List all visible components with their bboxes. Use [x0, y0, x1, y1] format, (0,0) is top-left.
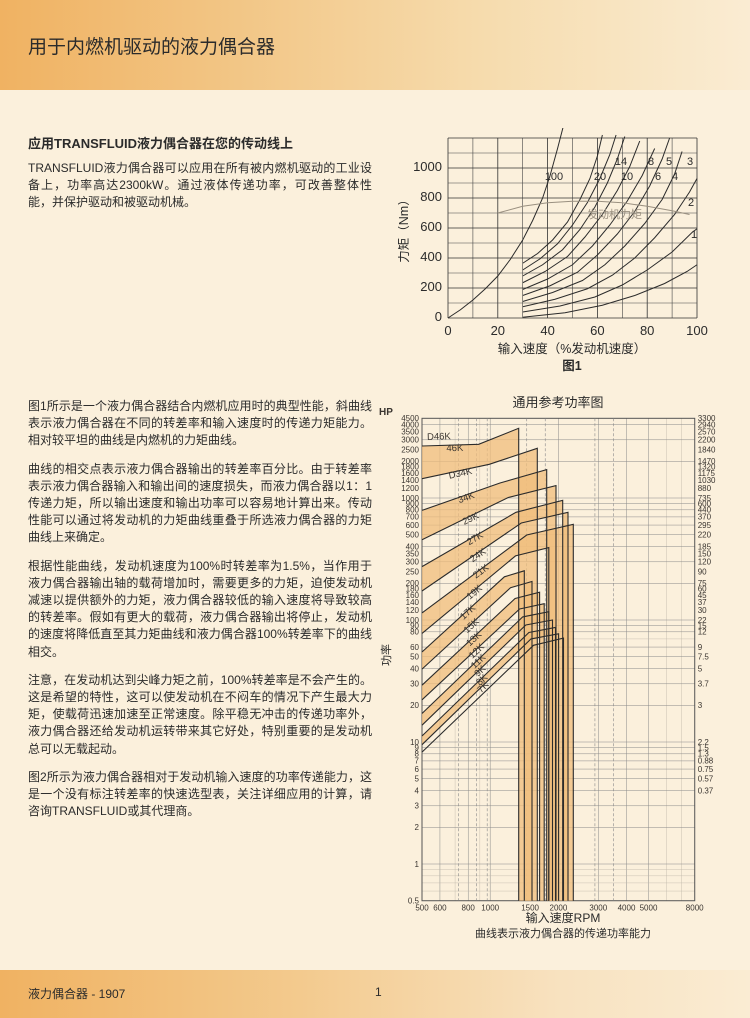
svg-text:4: 4	[672, 171, 678, 183]
svg-text:0.57: 0.57	[698, 775, 714, 784]
svg-text:8: 8	[648, 156, 654, 168]
svg-text:0: 0	[435, 309, 442, 324]
svg-text:600: 600	[433, 904, 447, 913]
svg-text:0: 0	[444, 323, 451, 338]
svg-text:2200: 2200	[698, 436, 716, 445]
svg-text:1200: 1200	[401, 484, 419, 493]
svg-text:12: 12	[698, 628, 707, 637]
svg-text:40: 40	[410, 664, 419, 673]
svg-text:20: 20	[491, 323, 505, 338]
svg-text:D46K: D46K	[427, 431, 452, 443]
svg-text:HP: HP	[379, 407, 393, 418]
svg-text:3: 3	[415, 802, 420, 811]
svg-text:60: 60	[410, 643, 419, 652]
svg-text:500: 500	[415, 904, 429, 913]
svg-text:8000: 8000	[686, 904, 704, 913]
svg-text:295: 295	[698, 521, 712, 530]
svg-text:800: 800	[462, 904, 476, 913]
svg-text:2: 2	[688, 197, 694, 209]
svg-text:通用参考功率图: 通用参考功率图	[512, 395, 603, 410]
svg-text:14: 14	[615, 156, 627, 168]
svg-text:120: 120	[406, 606, 420, 615]
svg-text:发动机力矩: 发动机力矩	[587, 207, 642, 221]
svg-text:200: 200	[420, 279, 442, 294]
svg-text:3: 3	[698, 701, 703, 710]
svg-text:30: 30	[410, 680, 419, 689]
svg-text:力矩（Nm）: 力矩（Nm）	[398, 193, 411, 262]
svg-text:220: 220	[698, 531, 712, 540]
svg-text:40: 40	[540, 323, 554, 338]
svg-text:1000: 1000	[481, 904, 499, 913]
svg-text:3: 3	[687, 156, 693, 168]
svg-text:600: 600	[420, 219, 442, 234]
svg-text:20: 20	[594, 171, 606, 183]
svg-text:1: 1	[415, 860, 420, 869]
svg-text:80: 80	[640, 323, 654, 338]
svg-text:2: 2	[415, 823, 420, 832]
svg-text:4000: 4000	[618, 904, 636, 913]
svg-text:7.5: 7.5	[698, 653, 710, 662]
svg-text:3000: 3000	[401, 436, 419, 445]
svg-text:80: 80	[410, 628, 419, 637]
svg-text:90: 90	[698, 567, 707, 576]
svg-text:9: 9	[698, 643, 703, 652]
svg-text:0.37: 0.37	[698, 786, 714, 795]
svg-text:6: 6	[655, 171, 661, 183]
svg-text:5: 5	[698, 664, 703, 673]
svg-text:5: 5	[415, 775, 420, 784]
svg-text:0.75: 0.75	[698, 765, 714, 774]
svg-text:6: 6	[415, 765, 420, 774]
svg-text:曲线表示液力偶合器的传递功率能力: 曲线表示液力偶合器的传递功率能力	[475, 926, 651, 940]
svg-text:20: 20	[410, 701, 419, 710]
svg-text:60: 60	[590, 323, 604, 338]
svg-text:功率: 功率	[379, 644, 393, 666]
svg-text:46K: 46K	[446, 443, 464, 455]
svg-text:300: 300	[406, 558, 420, 567]
svg-text:5000: 5000	[640, 904, 658, 913]
svg-text:3.7: 3.7	[698, 680, 710, 689]
svg-text:2500: 2500	[401, 445, 419, 454]
svg-text:100: 100	[686, 323, 708, 338]
svg-text:50: 50	[410, 653, 419, 662]
svg-text:250: 250	[406, 567, 420, 576]
svg-text:600: 600	[406, 521, 420, 530]
svg-text:30: 30	[698, 606, 707, 615]
svg-text:4: 4	[415, 786, 420, 795]
svg-text:800: 800	[420, 189, 442, 204]
svg-text:120: 120	[698, 558, 712, 567]
svg-text:10: 10	[621, 171, 633, 183]
svg-text:图1: 图1	[562, 359, 582, 373]
svg-text:880: 880	[698, 484, 712, 493]
svg-text:400: 400	[420, 249, 442, 264]
svg-text:输入速度RPM: 输入速度RPM	[526, 910, 601, 925]
svg-text:500: 500	[406, 531, 420, 540]
svg-text:1: 1	[691, 229, 697, 241]
svg-text:1840: 1840	[698, 445, 716, 454]
svg-text:输入速度（%发动机速度）: 输入速度（%发动机速度）	[498, 341, 647, 356]
svg-text:100: 100	[545, 171, 563, 183]
svg-text:1000: 1000	[413, 159, 442, 174]
svg-text:5: 5	[666, 156, 672, 168]
